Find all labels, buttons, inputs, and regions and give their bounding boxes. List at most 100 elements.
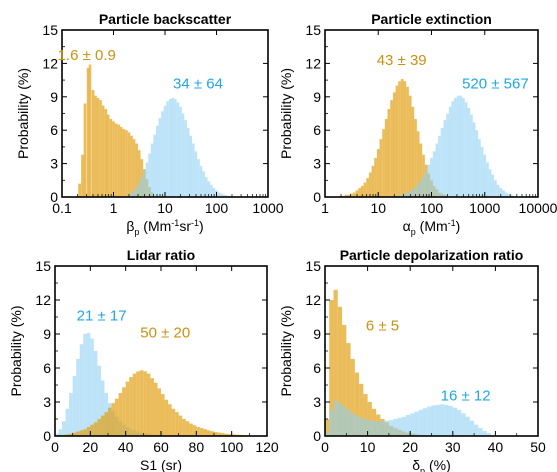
histogram-bar — [166, 101, 169, 197]
y-tick-label: 9 — [313, 326, 321, 342]
x-tick-label: 10000 — [519, 200, 557, 216]
x-axis-label: βp (Mm-1sr-1) — [126, 218, 203, 237]
histogram-bar — [325, 432, 330, 436]
histogram-bar — [483, 154, 487, 197]
histogram-bar — [146, 373, 151, 436]
histogram-bar — [104, 412, 108, 436]
histogram-bar — [83, 103, 87, 197]
histogram-bar — [358, 188, 361, 197]
histogram-bar — [93, 351, 98, 436]
histogram-bar — [186, 127, 190, 197]
histogram-bar — [363, 394, 368, 436]
histogram-bar — [346, 409, 351, 436]
histogram-bar — [137, 182, 141, 197]
histogram-bar — [376, 149, 380, 197]
chart-title: Particle extinction — [371, 11, 492, 27]
histogram-bar — [106, 114, 110, 197]
histogram-bar — [350, 413, 355, 436]
y-tick-label: 15 — [305, 22, 321, 38]
histogram-bar — [217, 432, 222, 436]
x-axis-label: S1 (sr) — [140, 457, 182, 472]
histogram-bar — [130, 192, 133, 197]
histogram-bar — [171, 408, 176, 436]
series-stat-label: 16 ± 12 — [441, 387, 491, 404]
histogram-bar — [122, 387, 126, 436]
histogram-bar — [414, 411, 419, 436]
chart-title: Particle backscatter — [99, 11, 232, 27]
histogram-bar — [173, 99, 177, 197]
histogram-bar — [184, 120, 187, 197]
histogram-bar — [130, 135, 133, 197]
histogram-bar — [69, 433, 73, 436]
histogram-bar — [210, 431, 214, 436]
histogram-bar — [510, 194, 513, 197]
chart-panel-2: 0 3 6 9 12 15 1 10 100 1000 10000 Particle extincti… — [278, 11, 557, 216]
histogram-bar — [90, 338, 94, 436]
histogram-bar — [65, 434, 70, 436]
histogram-bar — [368, 172, 372, 197]
histogram-bar — [185, 421, 190, 436]
x-tick-label: 20 — [402, 439, 418, 455]
histogram-bar — [464, 102, 468, 197]
histogram-bar — [76, 431, 80, 436]
histogram-bar — [504, 192, 508, 197]
y-tick-label: 0 — [313, 428, 321, 444]
histogram-bar — [199, 165, 203, 197]
series-stat-label: 520 ± 567 — [462, 75, 529, 92]
histogram-bar — [203, 429, 207, 436]
series-stat-label: 34 ± 64 — [173, 75, 223, 92]
histogram-bar — [108, 407, 112, 436]
histogram-bar — [371, 421, 377, 436]
histogram-bar — [355, 190, 359, 197]
histogram-bar — [448, 405, 453, 436]
histogram-bar — [488, 169, 492, 197]
histogram-bar — [367, 420, 372, 436]
histogram-bar — [452, 407, 458, 436]
histogram-bar — [81, 154, 84, 197]
histogram-bar — [408, 95, 412, 197]
histogram-bar — [115, 398, 119, 436]
histogram-bar — [178, 415, 183, 436]
histogram-bar — [403, 193, 407, 197]
x-tick-label: 120 — [255, 439, 279, 455]
histogram-bar — [367, 402, 372, 436]
histogram-bar — [395, 85, 399, 197]
histogram-bar — [189, 135, 193, 197]
histogram-bar — [467, 107, 471, 197]
chart-title: Particle depolarization ratio — [340, 247, 524, 263]
y-tick-label: 12 — [305, 55, 321, 71]
chart-panel-4: 0 3 6 9 12 15 0 10 20 30 40 50 Particle depolarizati… — [278, 247, 546, 455]
histogram-bar — [137, 150, 141, 197]
y-tick-label: 15 — [42, 22, 58, 38]
histogram-bar — [432, 151, 436, 197]
y-tick-label: 0 — [43, 428, 51, 444]
histogram-bar — [457, 409, 462, 436]
histogram-bar — [132, 139, 136, 197]
histogram-bar — [168, 99, 172, 197]
histogram-bar — [100, 415, 105, 436]
histogram-bar — [470, 114, 473, 197]
series-stat-label: 43 ± 39 — [377, 52, 427, 69]
histogram-bar — [88, 64, 92, 197]
y-axis-label: Probability (%) — [278, 305, 294, 396]
histogram-bar — [352, 192, 356, 197]
x-tick-label: 10 — [157, 200, 173, 216]
histogram-bar — [224, 433, 229, 436]
histogram-bar — [424, 170, 428, 197]
x-tick-label: 10 — [370, 200, 386, 216]
y-axis-label: Probability (%) — [15, 68, 31, 159]
histogram-bar — [354, 415, 360, 436]
histogram-bar — [416, 131, 420, 197]
histogram-bar — [379, 139, 383, 197]
histogram-bar — [354, 372, 360, 436]
histogram-bar — [347, 194, 351, 197]
histogram-bar — [83, 334, 87, 436]
histogram-bar — [153, 382, 158, 436]
histogram-bar — [359, 417, 364, 436]
x-tick-label: 100 — [205, 200, 229, 216]
histogram-bar — [125, 381, 130, 436]
histogram-bar — [117, 124, 120, 197]
histogram-bar — [72, 432, 77, 436]
histogram-bar — [405, 415, 411, 436]
